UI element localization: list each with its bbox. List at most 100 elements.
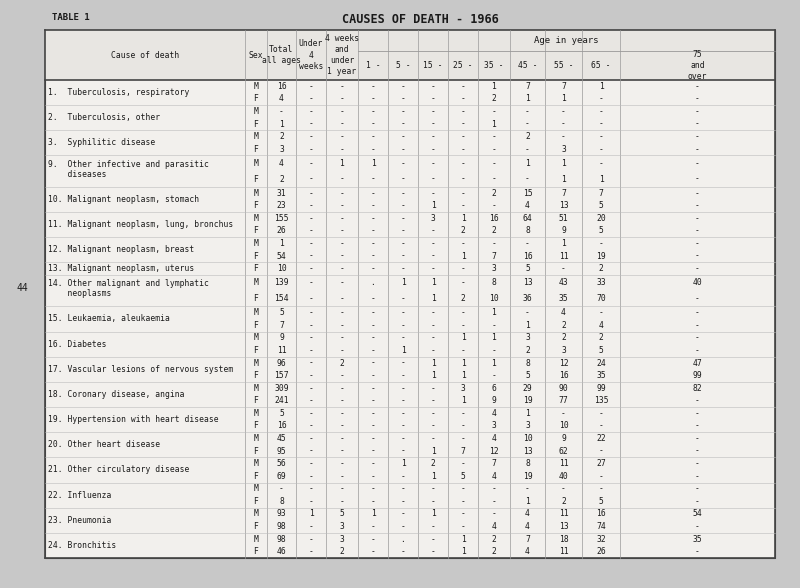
Text: 4: 4 xyxy=(491,522,497,531)
Text: -: - xyxy=(309,534,314,544)
Text: -: - xyxy=(370,497,375,506)
Text: -: - xyxy=(309,472,314,481)
Text: 7: 7 xyxy=(525,82,530,91)
Text: 62: 62 xyxy=(558,446,568,456)
Text: -: - xyxy=(461,132,466,141)
Text: -: - xyxy=(401,294,406,303)
Text: -: - xyxy=(339,459,345,468)
Text: -: - xyxy=(598,159,603,168)
Text: 1: 1 xyxy=(430,446,435,456)
Text: 46: 46 xyxy=(277,547,286,556)
Text: 55 -: 55 - xyxy=(554,61,574,70)
Text: 5: 5 xyxy=(598,201,603,211)
Text: 2: 2 xyxy=(279,175,284,183)
Text: -: - xyxy=(491,132,497,141)
Text: F: F xyxy=(254,175,258,183)
Text: -: - xyxy=(695,294,700,303)
Text: -: - xyxy=(430,189,435,198)
Text: -: - xyxy=(401,371,406,380)
Text: -: - xyxy=(430,409,435,418)
Text: 1: 1 xyxy=(430,201,435,211)
Text: 22. Influenza: 22. Influenza xyxy=(48,490,111,500)
Text: -: - xyxy=(461,107,466,116)
Text: -: - xyxy=(461,82,466,91)
Text: 11: 11 xyxy=(558,252,568,260)
Text: 5 -: 5 - xyxy=(396,61,410,70)
Text: 29: 29 xyxy=(522,384,532,393)
Text: M: M xyxy=(254,459,258,468)
Text: -: - xyxy=(309,119,314,129)
Text: -: - xyxy=(370,396,375,405)
Text: 3: 3 xyxy=(525,422,530,430)
Text: 26: 26 xyxy=(277,226,286,235)
Text: 40: 40 xyxy=(558,472,568,481)
Text: F: F xyxy=(254,201,258,211)
Text: 1: 1 xyxy=(309,509,314,519)
Text: 3: 3 xyxy=(279,145,284,153)
Text: 1: 1 xyxy=(461,534,466,544)
Text: -: - xyxy=(309,82,314,91)
Text: -: - xyxy=(695,321,700,330)
Text: 5: 5 xyxy=(279,409,284,418)
Text: -: - xyxy=(491,371,497,380)
Text: -: - xyxy=(401,522,406,531)
Text: -: - xyxy=(370,446,375,456)
Text: -: - xyxy=(695,159,700,168)
Text: -: - xyxy=(561,264,566,273)
Text: 31: 31 xyxy=(277,189,286,198)
Text: -: - xyxy=(370,82,375,91)
Text: -: - xyxy=(370,214,375,223)
Text: F: F xyxy=(254,252,258,260)
Text: 19: 19 xyxy=(522,472,532,481)
Text: 10: 10 xyxy=(558,422,568,430)
Text: -: - xyxy=(461,308,466,317)
Text: 2: 2 xyxy=(491,534,497,544)
Bar xyxy=(45,30,775,558)
Text: 64: 64 xyxy=(522,214,532,223)
Text: -: - xyxy=(461,346,466,355)
Text: 11. Malignant neoplasm, lung, bronchus: 11. Malignant neoplasm, lung, bronchus xyxy=(48,220,234,229)
Text: M: M xyxy=(254,384,258,393)
Text: 54: 54 xyxy=(277,252,286,260)
Text: 99: 99 xyxy=(693,371,702,380)
Text: -: - xyxy=(461,497,466,506)
Text: -: - xyxy=(339,278,345,288)
Text: 96: 96 xyxy=(277,359,286,368)
Text: -: - xyxy=(309,201,314,211)
Text: -: - xyxy=(401,252,406,260)
Text: 4: 4 xyxy=(598,321,603,330)
Text: -: - xyxy=(401,446,406,456)
Text: -: - xyxy=(461,422,466,430)
Text: F: F xyxy=(254,294,258,303)
Text: -: - xyxy=(309,94,314,103)
Text: -: - xyxy=(461,459,466,468)
Text: M: M xyxy=(254,239,258,248)
Text: 2: 2 xyxy=(561,321,566,330)
Text: 16: 16 xyxy=(489,214,499,223)
Text: 16: 16 xyxy=(522,252,532,260)
Text: 65 -: 65 - xyxy=(591,61,610,70)
Text: -: - xyxy=(339,472,345,481)
Text: 7: 7 xyxy=(461,446,466,456)
Text: 1: 1 xyxy=(461,396,466,405)
Text: 20: 20 xyxy=(596,214,606,223)
Text: 1: 1 xyxy=(525,321,530,330)
Text: 1: 1 xyxy=(491,82,497,91)
Text: -: - xyxy=(370,119,375,129)
Text: -: - xyxy=(370,201,375,211)
Text: 3.  Syphilitic disease: 3. Syphilitic disease xyxy=(48,138,155,148)
Text: -: - xyxy=(430,308,435,317)
Text: F: F xyxy=(254,472,258,481)
Text: TABLE 1: TABLE 1 xyxy=(52,13,90,22)
Text: 241: 241 xyxy=(274,396,289,405)
Text: M: M xyxy=(254,409,258,418)
Text: 1: 1 xyxy=(401,278,406,288)
Text: -: - xyxy=(370,145,375,153)
Text: -: - xyxy=(309,145,314,153)
Text: -: - xyxy=(695,239,700,248)
Text: -: - xyxy=(309,132,314,141)
Text: -: - xyxy=(461,189,466,198)
Text: CAUSES OF DEATH - 1966: CAUSES OF DEATH - 1966 xyxy=(342,13,498,26)
Text: -: - xyxy=(401,509,406,519)
Text: 56: 56 xyxy=(277,459,286,468)
